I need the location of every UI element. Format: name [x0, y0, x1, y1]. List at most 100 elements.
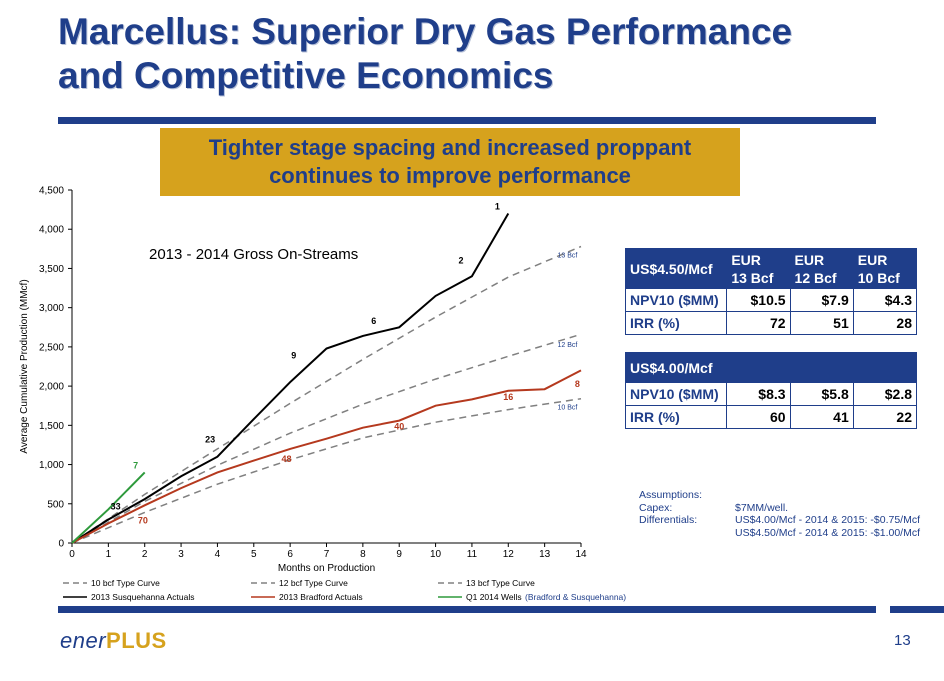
col-eur-10: EUR 10 Bcf	[852, 248, 918, 289]
differentials-line2: US$4.50/Mcf - 2014 & 2015: -$1.00/Mcf	[735, 526, 921, 539]
x-tick-label: 5	[251, 549, 257, 560]
well-count-label: 6	[371, 316, 376, 326]
table-cell: $4.3	[852, 288, 918, 312]
well-count-label: 8	[575, 379, 580, 389]
x-tick-label: 0	[69, 549, 75, 560]
row-label: NPV10 ($MM)	[624, 382, 728, 406]
capex-label: Capex:	[639, 501, 673, 514]
col-eur-10-l2: 10 Bcf	[857, 270, 900, 286]
table-header-row: US$4.00/Mcf	[624, 352, 918, 383]
x-tick-label: 14	[575, 549, 587, 560]
capex-row: Capex: $7MM/well.	[639, 502, 920, 515]
table-cell: $8.3	[726, 382, 791, 406]
table-cell: 72	[726, 311, 791, 335]
legend-label: 10 bcf Type Curve	[91, 578, 160, 588]
economics-table-450: US$4.50/Mcf EUR 13 Bcf EUR 12 Bcf EUR 10 Bc…	[624, 248, 918, 335]
row-label: IRR (%)	[624, 405, 728, 429]
series-line	[71, 369, 582, 544]
table-row: IRR (%) 60 41 22	[624, 405, 918, 429]
col-eur-12-l1: EUR	[794, 252, 825, 268]
well-count-label: 23	[205, 435, 215, 445]
y-tick-label: 500	[47, 499, 64, 510]
type-curve-label: 13 Bcf	[558, 252, 578, 259]
series-line	[71, 245, 582, 544]
col-eur-12: EUR 12 Bcf	[789, 248, 854, 289]
legend-label: 13 bcf Type Curve	[466, 578, 535, 588]
x-tick-label: 3	[178, 549, 184, 560]
x-tick-label: 13	[539, 549, 551, 560]
banner-line1: Tighter stage spacing and increased prop…	[208, 135, 692, 160]
x-tick-label: 1	[106, 549, 112, 560]
series-line	[71, 397, 582, 544]
legend-suffix: (Bradford & Susquehanna)	[525, 592, 626, 602]
series-line	[71, 333, 582, 544]
production-chart: 0 500 1,000 1,500 2,000 2,500 3,000 3,500 4,000 4…	[19, 186, 626, 603]
well-count-label: 7	[133, 460, 138, 470]
table-header-cell	[726, 352, 791, 383]
x-axis-label: Months on Production	[278, 563, 375, 574]
chart-series	[71, 212, 582, 544]
table-cell: 28	[852, 311, 918, 335]
table-header-cell	[789, 352, 854, 383]
chart-title: 2013 - 2014 Gross On-Streams	[149, 246, 358, 263]
differentials-row2: US$4.50/Mcf - 2014 & 2015: -$1.00/Mcf	[639, 527, 920, 540]
y-tick-label: 3,500	[39, 264, 64, 275]
table-cell: 60	[726, 405, 791, 429]
table-cell: $2.8	[852, 382, 918, 406]
bottom-divider	[58, 606, 876, 613]
col-eur-12-l2: 12 Bcf	[794, 270, 837, 286]
table-cell: 22	[852, 405, 918, 429]
differentials-label: Differentials:	[639, 514, 698, 526]
highlight-banner: Tighter stage spacing and increased prop…	[160, 128, 740, 196]
well-count-label: 40	[394, 421, 404, 431]
assumptions-block: Assumptions: Capex: $7MM/well. Different…	[639, 489, 920, 539]
type-curve-label: 12 Bcf	[558, 342, 578, 349]
y-tick-label: 3,000	[39, 303, 64, 314]
x-tick-label: 7	[324, 549, 330, 560]
page-number: 13	[894, 632, 911, 649]
table-row: NPV10 ($MM) $8.3 $5.8 $2.8	[624, 382, 918, 406]
col-eur-10-l1: EUR	[857, 252, 888, 268]
well-count-label: 1	[495, 202, 500, 212]
x-tick-label: 9	[396, 549, 402, 560]
well-count-label: 48	[281, 454, 291, 464]
series-line	[71, 212, 510, 544]
y-tick-label: 4,500	[39, 186, 64, 197]
banner-line2: continues to improve performance	[269, 163, 631, 188]
differentials-row: Differentials: US$4.00/Mcf - 2014 & 2015…	[639, 514, 920, 527]
logo-text-ener: ener	[60, 628, 107, 653]
chart-labels: 33 23 9 6 2 1 70 48 40 16 8 7 13 Bcf 12 Bcf 10 Bcf	[111, 202, 580, 526]
slide-title: Marcellus: Superior Dry Gas Performance …	[58, 10, 928, 98]
table-cell: $5.8	[789, 382, 854, 406]
chart-axes: 0 500 1,000 1,500 2,000 2,500 3,000 3,500 4,000 4…	[19, 186, 587, 575]
slide-title-line1: Marcellus: Superior Dry Gas Performance	[58, 11, 793, 52]
top-divider	[58, 117, 876, 124]
well-count-label: 33	[111, 501, 121, 511]
series-line	[71, 471, 146, 544]
well-count-label: 70	[138, 515, 148, 525]
x-tick-label: 8	[360, 549, 366, 560]
y-tick-label: 4,000	[39, 225, 64, 236]
y-tick-label: 2,500	[39, 342, 64, 353]
col-eur-13: EUR 13 Bcf	[726, 248, 791, 289]
well-count-label: 9	[291, 351, 296, 361]
price-label: US$4.50/Mcf	[624, 248, 728, 289]
type-curve-label: 10 Bcf	[558, 405, 578, 412]
legend-label: 12 bcf Type Curve	[279, 578, 348, 588]
x-tick-label: 11	[467, 549, 478, 560]
logo-text-plus: PLUS	[106, 628, 167, 653]
y-tick-label: 1,500	[39, 421, 64, 432]
col-eur-13-l1: EUR	[731, 252, 761, 268]
x-tick-label: 10	[430, 549, 442, 560]
legend-label: 2013 Susquehanna Actuals	[91, 592, 195, 602]
enerplus-logo: enerPLUS	[60, 628, 167, 654]
well-count-label: 2	[459, 256, 464, 266]
legend-label: 2013 Bradford Actuals	[279, 592, 363, 602]
x-tick-label: 6	[287, 549, 293, 560]
row-label: NPV10 ($MM)	[624, 288, 728, 312]
row-label: IRR (%)	[624, 311, 728, 335]
well-count-label: 16	[503, 392, 513, 402]
table-cell: $10.5	[726, 288, 791, 312]
col-eur-13-l2: 13 Bcf	[731, 270, 774, 286]
y-tick-label: 1,000	[39, 460, 64, 471]
